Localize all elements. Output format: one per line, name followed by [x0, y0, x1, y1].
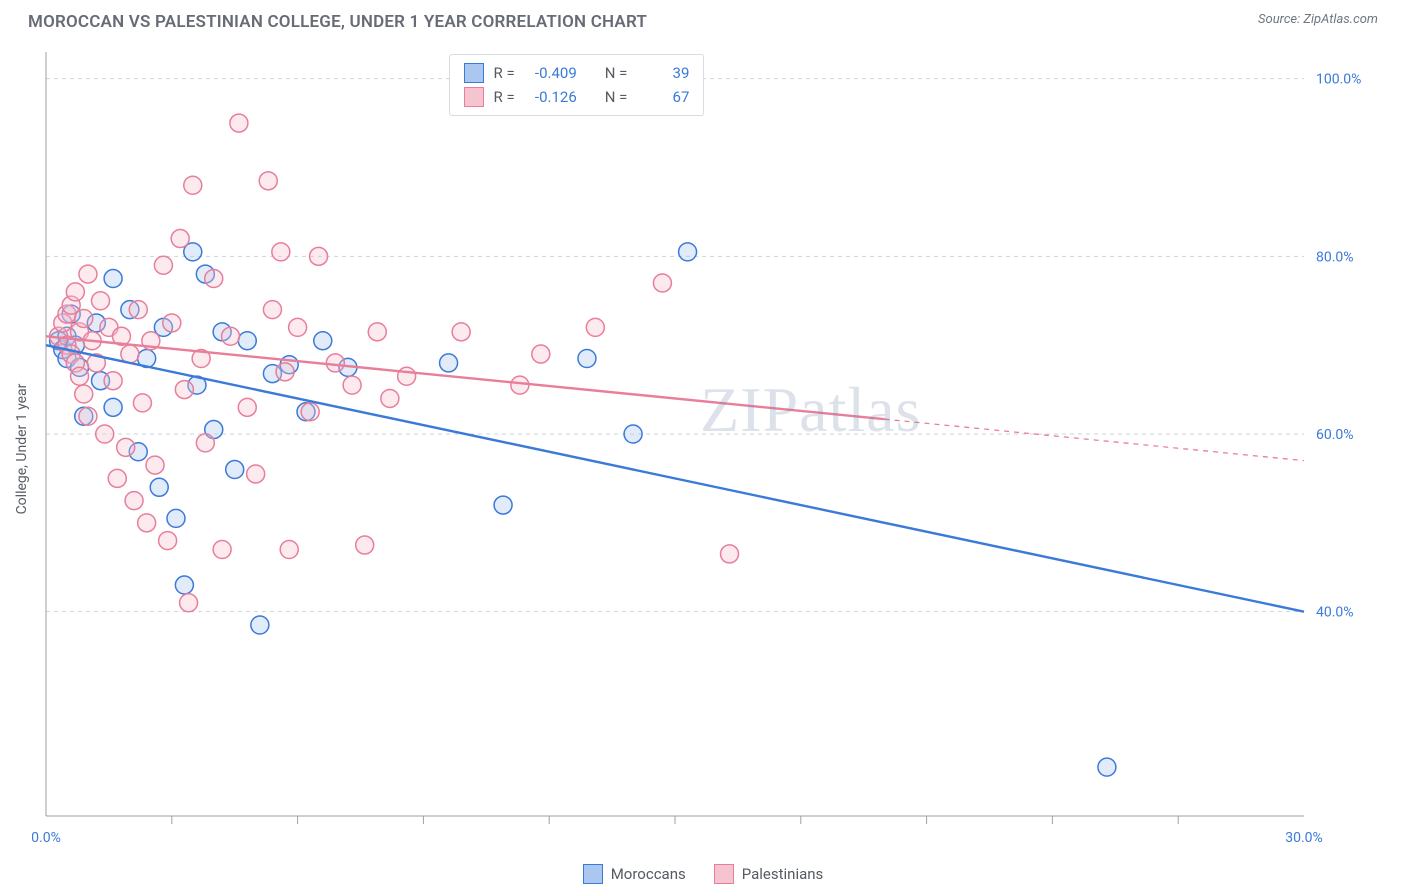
svg-text:100.0%: 100.0% — [1316, 72, 1361, 88]
source-credit: Source: ZipAtlas.com — [1258, 12, 1378, 27]
legend-label: Moroccans — [611, 865, 686, 883]
r-value: -0.409 — [525, 61, 577, 85]
r-label: R = — [494, 61, 515, 85]
legend-item: Palestinians — [714, 864, 824, 884]
svg-text:80.0%: 80.0% — [1316, 249, 1354, 265]
chart-area: College, Under 1 year 40.0%60.0%80.0%100… — [32, 48, 1374, 850]
legend-swatch — [464, 87, 484, 107]
legend-label: Palestinians — [742, 865, 824, 883]
svg-text:30.0%: 30.0% — [1285, 830, 1323, 846]
n-value: 67 — [637, 85, 689, 109]
svg-text:0.0%: 0.0% — [32, 830, 61, 846]
legend-swatch — [583, 864, 603, 884]
legend-swatch — [464, 63, 484, 83]
scatter-chart-svg: 40.0% 60.0% 80.0% 100.0% 0.0% 30.0% — [32, 48, 1374, 850]
chart-title: MOROCCAN VS PALESTINIAN COLLEGE, UNDER 1… — [28, 12, 647, 32]
n-value: 39 — [637, 61, 689, 85]
n-label: N = — [605, 61, 628, 85]
series-legend: Moroccans Palestinians — [0, 864, 1406, 884]
legend-item: Moroccans — [583, 864, 686, 884]
legend-stat-row: R = -0.409 N = 39 — [464, 61, 690, 85]
legend-swatch — [714, 864, 734, 884]
correlation-legend-box: R = -0.409 N = 39 R = -0.126 N = 67 — [449, 54, 705, 116]
r-label: R = — [494, 85, 515, 109]
r-value: -0.126 — [525, 85, 577, 109]
svg-text:40.0%: 40.0% — [1316, 605, 1354, 621]
svg-text:60.0%: 60.0% — [1316, 427, 1354, 443]
n-label: N = — [605, 85, 628, 109]
legend-stat-row: R = -0.126 N = 67 — [464, 85, 690, 109]
y-axis-label: College, Under 1 year — [14, 384, 30, 515]
